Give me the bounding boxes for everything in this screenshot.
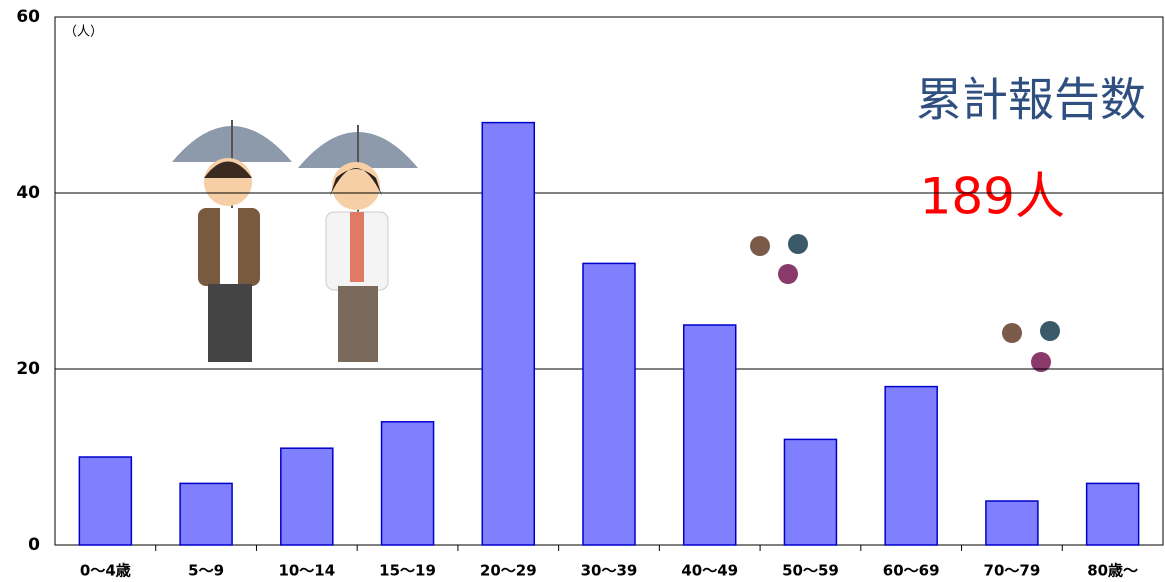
bar [986,501,1038,545]
bar [885,387,937,545]
bar [382,422,434,545]
y-unit-label: （人） [64,25,103,40]
y-tick-label: 0 [28,535,40,555]
bar [281,448,333,545]
bar [180,483,232,545]
x-tick-label: 60～69 [883,562,940,580]
x-tick-label: 80歳～ [1087,562,1138,580]
bar [79,457,131,545]
x-tick-label: 40～49 [681,562,738,580]
y-tick-label: 40 [16,183,40,203]
bar [684,325,736,545]
bar [583,263,635,545]
x-tick-label: 70～79 [984,562,1041,580]
bar [482,123,534,545]
x-tick-label: 5～9 [188,562,224,580]
x-tick-label: 15～19 [379,562,436,580]
x-tick-label: 0～4歳 [80,562,131,580]
annotation-total: 189人 [920,168,1065,226]
bar [784,439,836,545]
illustration-people [172,120,418,362]
bar [1087,483,1139,545]
x-tick-label: 20～29 [480,562,537,580]
x-tick-label: 50～59 [782,562,839,580]
chart: （人） 累計報告数 189人 0 20 40 60 0～4歳 5～9 10～14 15～19 2… [0,0,1165,582]
y-tick-label: 60 [16,7,40,27]
x-tick-label: 10～14 [278,562,335,580]
x-tick-label: 30～39 [581,562,638,580]
y-tick-label: 20 [16,359,40,379]
illustration-virus [750,234,1060,372]
annotation-title: 累計報告数 [916,73,1146,127]
